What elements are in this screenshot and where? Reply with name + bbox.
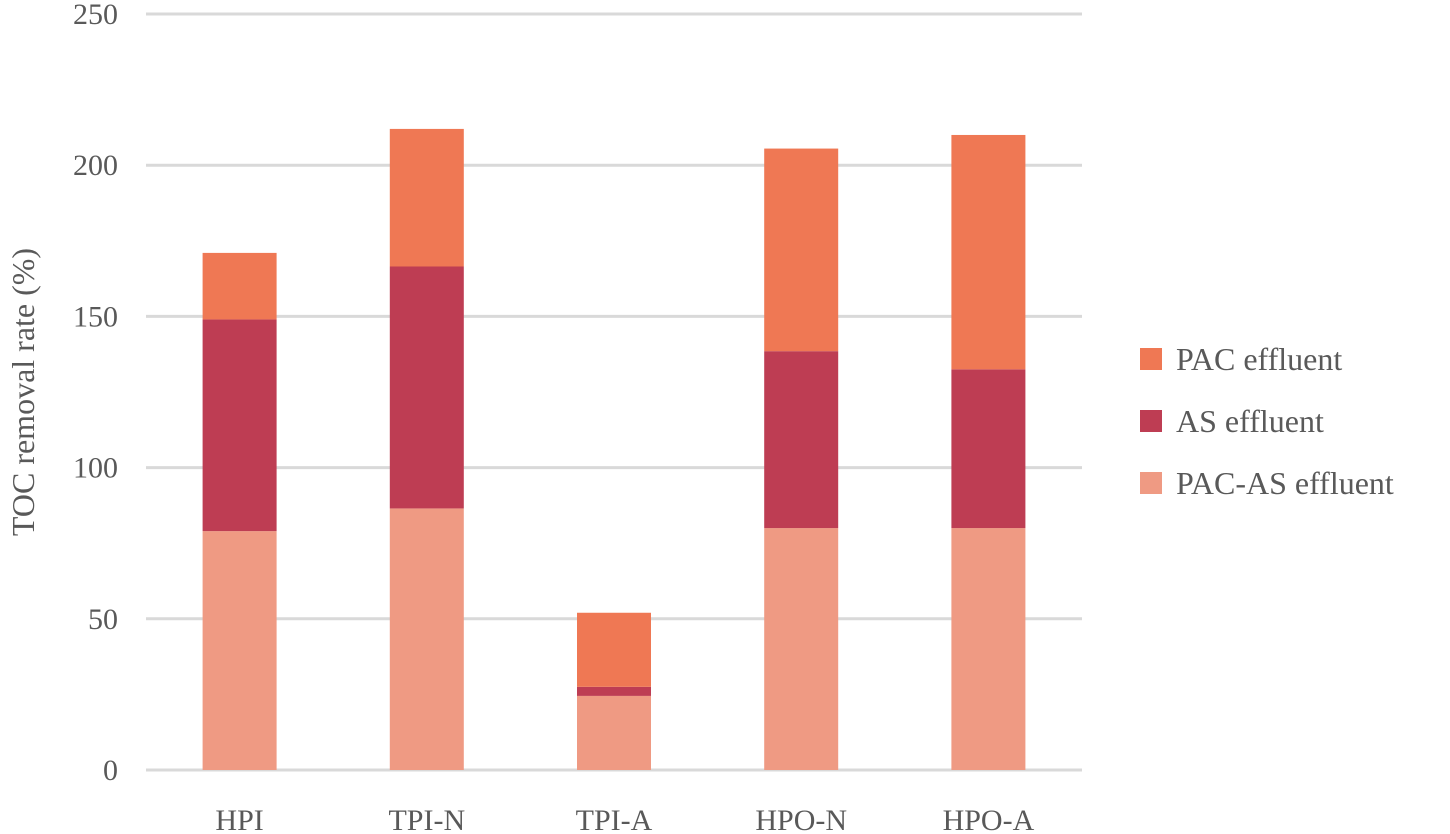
gridlines: [146, 12, 1082, 772]
bar-tpi-a-pac-effluent: [577, 612, 651, 687]
x-tick-label: HPO-A: [943, 804, 1035, 834]
bar-hpi-as-effluent: [202, 319, 277, 532]
legend-label-pac-as-effluent: PAC-AS effluent: [1176, 465, 1394, 501]
y-tick-label: 0: [103, 754, 118, 787]
y-axis-ticks: 0 50 100 150 200 250: [73, 0, 118, 787]
y-tick-label: 200: [73, 149, 118, 182]
y-tick-label: 100: [73, 452, 118, 485]
y-tick-label: 150: [73, 300, 118, 333]
bar-hpo-a-pac-as-effluent: [951, 528, 1026, 770]
bar-hpo-n-as-effluent: [764, 351, 839, 529]
bar-hpi-pac-effluent: [202, 252, 277, 320]
y-tick-label: 50: [88, 603, 118, 636]
x-tick-label: HPO-N: [755, 804, 847, 834]
x-axis-ticks: HPI TPI-N TPI-A HPO-N HPO-A: [215, 804, 1034, 834]
y-axis-title: TOC removal rate (%): [5, 248, 41, 536]
bar-hpo-n-pac-effluent: [764, 148, 839, 352]
legend-label-as-effluent: AS effluent: [1176, 403, 1324, 439]
bar-hpo-n-pac-as-effluent: [764, 528, 839, 770]
x-tick-label: TPI-A: [576, 804, 653, 834]
bar-tpi-n-pac-as-effluent: [389, 508, 464, 770]
legend-swatch-as-effluent: [1140, 410, 1162, 432]
legend: PAC effluent AS effluent PAC-AS effluent: [1140, 341, 1394, 501]
x-tick-label: TPI-N: [388, 804, 465, 834]
bar-tpi-a-as-effluent: [577, 686, 651, 696]
bar-tpi-n-pac-effluent: [389, 128, 464, 267]
bar-tpi-a-pac-as-effluent: [577, 695, 651, 770]
legend-swatch-pac-as-effluent: [1140, 472, 1162, 494]
bar-hpo-a-as-effluent: [951, 369, 1026, 529]
x-tick-label: HPI: [215, 804, 263, 834]
y-tick-label: 250: [73, 0, 118, 31]
bar-hpo-a-pac-effluent: [951, 134, 1026, 370]
bar-hpi-pac-as-effluent: [202, 531, 277, 770]
bars: [202, 128, 1026, 770]
legend-label-pac-effluent: PAC effluent: [1176, 341, 1342, 377]
legend-swatch-pac-effluent: [1140, 348, 1162, 370]
bar-tpi-n-as-effluent: [389, 266, 464, 509]
